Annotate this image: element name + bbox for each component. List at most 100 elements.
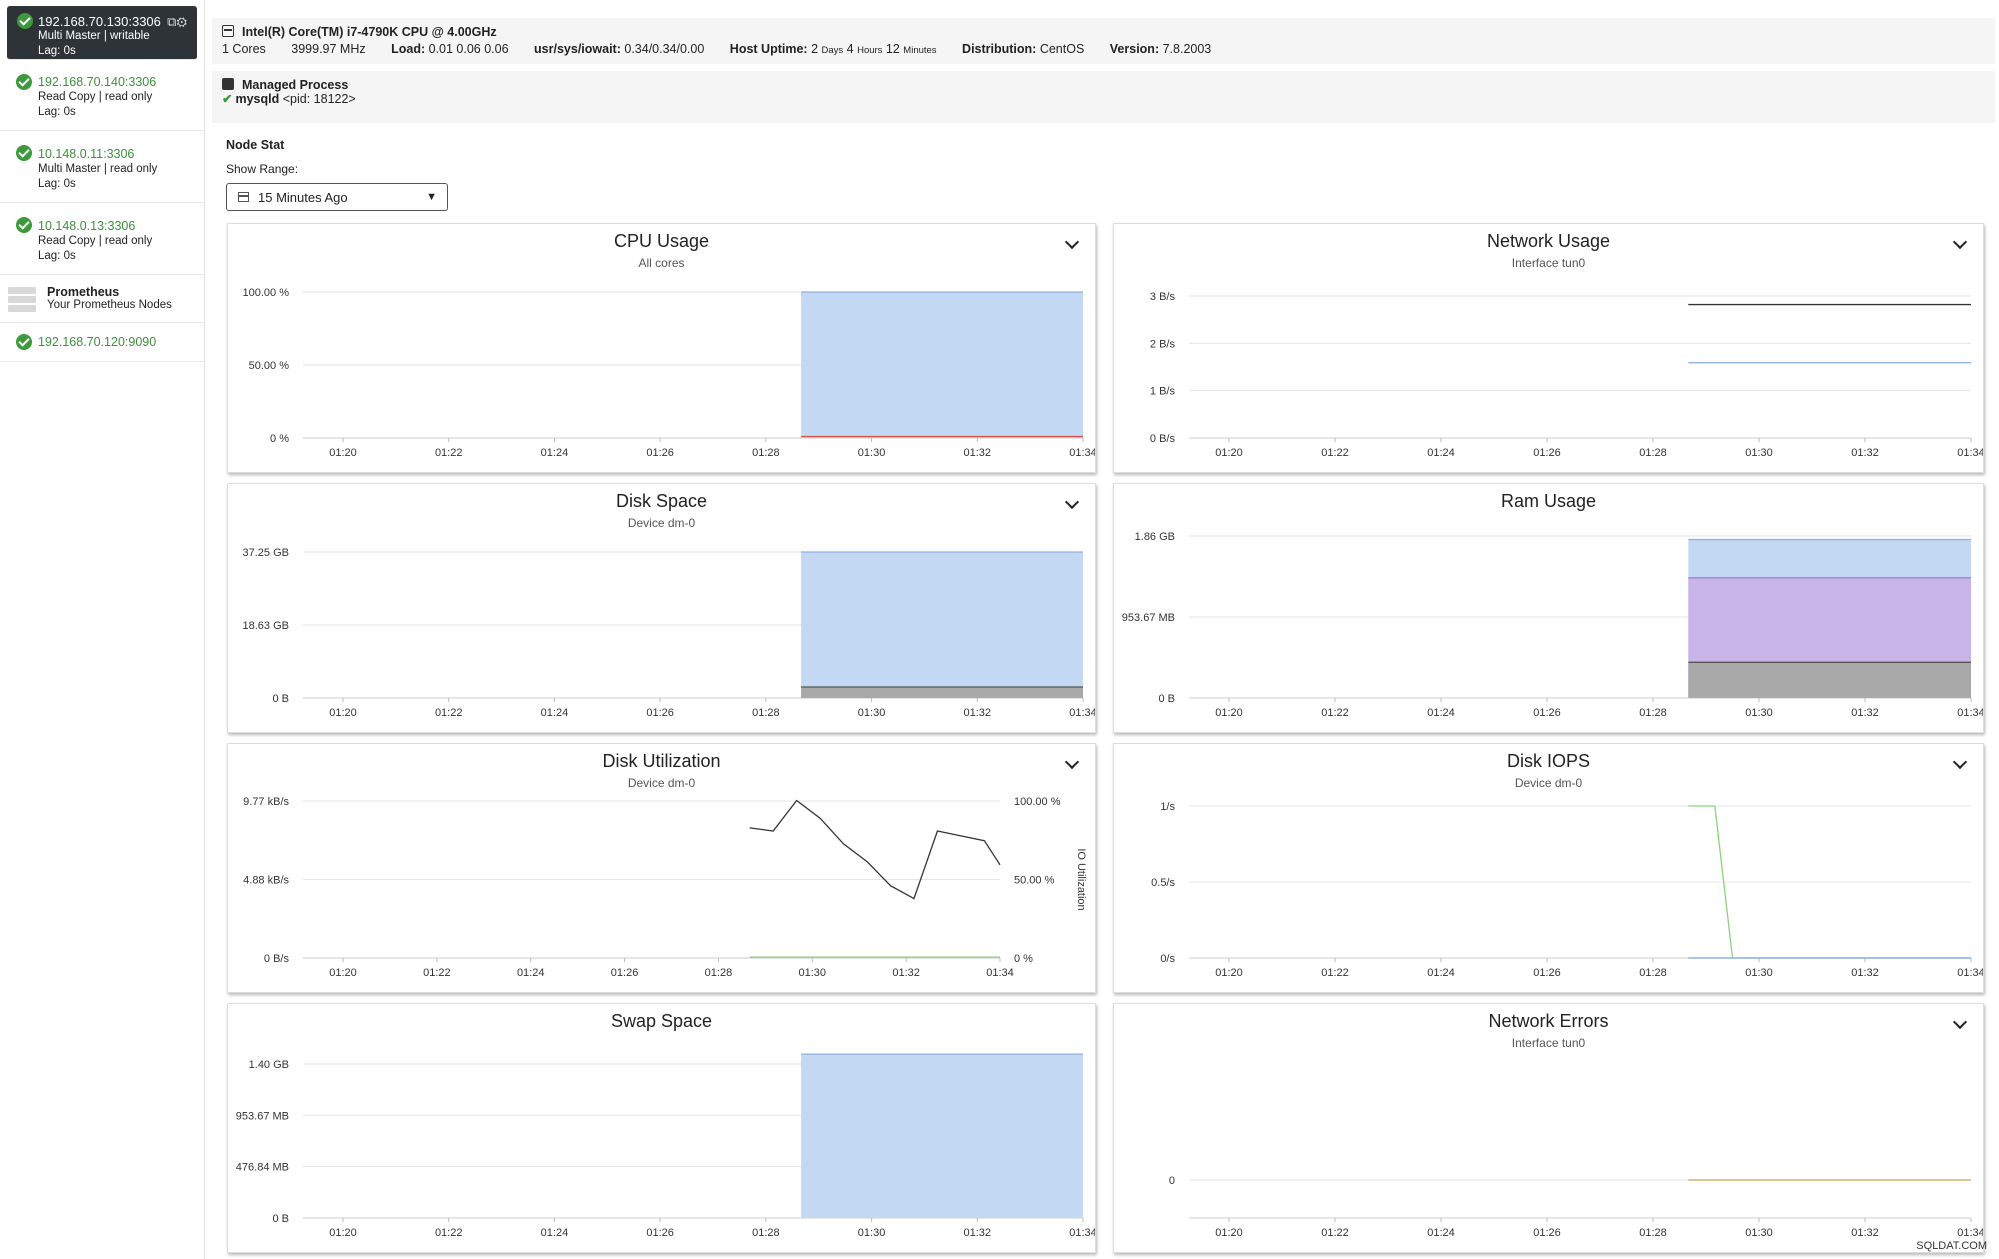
ram-usage-chart: 1.86 GB 953.67 MB 0 B 01:20 01:22 01:24 01:26 0… — [1122, 531, 1983, 719]
copy-icon[interactable]: ⧉ — [167, 14, 177, 29]
panel-subtitle: All cores — [638, 256, 685, 270]
y-tick-label: 0/s — [1160, 953, 1175, 965]
panel-subtitle: Device dm-0 — [627, 516, 696, 530]
check-icon: ✔ — [222, 92, 233, 106]
x-tick-label: 01:26 — [1533, 707, 1561, 719]
x-tick-label: 01:22 — [435, 1227, 463, 1239]
ram-usage-panel: Ram Usage 1.86 GB 953.67 MB 0 B 01:20 01:22 0… — [1113, 483, 1984, 733]
panel-title: CPU Usage — [613, 231, 710, 251]
x-tick-label: 01:30 — [858, 707, 886, 719]
x-tick-label: 01:20 — [1215, 707, 1243, 719]
x-tick-label: 01:28 — [1639, 967, 1667, 979]
panel-subtitle: Device dm-0 — [627, 776, 696, 790]
x-tick-label: 01:32 — [1851, 447, 1879, 459]
node-lag: Lag: 0s — [38, 178, 76, 190]
x-tick-label: 01:26 — [646, 707, 674, 719]
y-tick-label: 0 % — [270, 433, 289, 445]
x-tick-label: 01:32 — [1851, 1227, 1879, 1239]
x-tick-label: 01:20 — [329, 447, 357, 459]
x-tick-label: 01:20 — [329, 707, 357, 719]
y-tick-label: 2 B/s — [1150, 338, 1176, 350]
y-tick-label: 0 B — [272, 693, 289, 705]
panel-subtitle: Device dm-0 — [1514, 776, 1583, 790]
x-tick-label: 01:22 — [435, 447, 463, 459]
node-address: 192.168.70.130:3306 — [38, 14, 161, 29]
settings-icon[interactable]: ⚙ — [176, 14, 187, 29]
x-tick-label: 01:22 — [435, 707, 463, 719]
node-address: 10.148.0.13:3306 — [38, 219, 136, 233]
iowait: usr/sys/iowait: 0.34/0.34/0.00 — [534, 42, 705, 56]
y-tick-label: 1/s — [1160, 801, 1175, 813]
prometheus-title: Prometheus — [47, 285, 120, 299]
disk-space-chart: 37.25 GB 18.63 GB 0 B 01:20 01:22 01:24 01:26 0… — [243, 547, 1095, 719]
prometheus-header[interactable]: Prometheus Your Prometheus Nodes — [0, 275, 204, 323]
node-lag: Lag: 0s — [38, 45, 76, 57]
x-tick-label: 01:34 — [1957, 707, 1983, 719]
x-tick-label: 01:28 — [1639, 707, 1667, 719]
network-usage-panel: Network Usage Interface tun0 3 B/s 2 B/s 1… — [1113, 223, 1984, 473]
disk-utilization-chart: 9.77 kB/s 4.88 kB/s 0 B/s 100.00 % 50.00 % 0 … — [243, 796, 1087, 979]
check-icon — [16, 145, 32, 161]
y-tick-label: 100.00 % — [243, 287, 290, 299]
x-tick-label: 01:28 — [705, 967, 733, 979]
node-stat-title: Node Stat — [226, 138, 285, 152]
version: Version: 7.8.2003 — [1109, 42, 1212, 56]
y-tick-label: 476.84 MB — [236, 1162, 289, 1174]
area-series — [801, 1054, 1083, 1218]
x-tick-label: 01:32 — [1851, 707, 1879, 719]
check-icon — [16, 334, 32, 350]
node-active[interactable]: 192.168.70.130:3306 Multi Master | writa… — [7, 6, 197, 60]
x-tick-label: 01:30 — [858, 1227, 886, 1239]
x-tick-label: 01:30 — [799, 967, 827, 979]
node-item[interactable]: 10.148.0.11:3306 Multi Master | read onl… — [0, 131, 204, 203]
prometheus-subtitle: Your Prometheus Nodes — [47, 299, 172, 311]
y-tick-label: 0 B — [272, 1213, 289, 1225]
x-tick-label: 01:24 — [1427, 967, 1455, 979]
y2-tick-label: 100.00 % — [1014, 796, 1061, 808]
cpu-usage-panel: CPU Usage All cores 100.00 % 50.00 % 0 % 01… — [227, 223, 1096, 473]
network-errors-chart: 0 01:20 01:22 01:24 01:26 01:28 01:30 01:32 01:3… — [1169, 1175, 1983, 1239]
y-tick-label: 50.00 % — [249, 360, 290, 372]
x-tick-label: 01:30 — [1745, 967, 1773, 979]
panel-subtitle: Interface tun0 — [1511, 1036, 1586, 1050]
managed-process-title: Managed Process — [222, 78, 348, 92]
x-tick-label: 01:26 — [1533, 967, 1561, 979]
process-icon — [222, 78, 234, 90]
range-select[interactable]: 15 Minutes Ago ▼ — [226, 183, 448, 211]
node-item[interactable]: 192.168.70.140:3306 Read Copy | read onl… — [0, 60, 204, 131]
panel-subtitle: Interface tun0 — [1511, 256, 1586, 270]
show-range-label: Show Range: — [226, 162, 299, 176]
x-tick-label: 01:32 — [964, 707, 992, 719]
y2-axis-label: IO Utilization — [1075, 848, 1087, 910]
y2-tick-label: 50.00 % — [1014, 875, 1055, 887]
y-tick-label: 0.5/s — [1151, 877, 1175, 889]
process-item: ✔ mysqld <pid: 18122> — [222, 92, 356, 106]
check-icon — [17, 13, 33, 29]
node-tools: ⧉⚙ — [167, 14, 187, 29]
node-lag: Lag: 0s — [38, 106, 76, 118]
x-tick-label: 01:32 — [964, 1227, 992, 1239]
x-tick-label: 01:24 — [541, 707, 569, 719]
check-icon — [16, 74, 32, 90]
area-series — [801, 552, 1083, 698]
y-tick-label: 1.86 GB — [1135, 531, 1175, 543]
prometheus-node[interactable]: 192.168.70.120:9090 — [0, 323, 204, 362]
y-tick-label: 0 B/s — [264, 953, 290, 965]
y-tick-label: 4.88 kB/s — [243, 875, 289, 887]
y-tick-label: 9.77 kB/s — [243, 796, 289, 808]
node-item[interactable]: 10.148.0.13:3306 Read Copy | read only L… — [0, 203, 204, 275]
area-series — [1688, 662, 1971, 698]
y-tick-label: 18.63 GB — [243, 620, 289, 632]
x-tick-label: 01:20 — [1215, 1227, 1243, 1239]
swap-space-panel: Swap Space 1.40 GB 953.67 MB 476.84 MB 0 B 0… — [227, 1003, 1096, 1253]
y-tick-label: 1 B/s — [1150, 386, 1176, 398]
watermark: SQLDAT.COM — [1916, 1240, 1987, 1252]
cpu-model: Intel(R) Core(TM) i7-4790K CPU @ 4.00GHz — [222, 25, 497, 39]
swap-space-chart: 1.40 GB 953.67 MB 476.84 MB 0 B 01:20 01:22 01… — [236, 1053, 1095, 1239]
uptime: Host Uptime: 2 Days 4 Hours 12 Minutes — [729, 42, 937, 56]
x-tick-label: 01:26 — [646, 447, 674, 459]
node-role: Multi Master | read only — [38, 163, 158, 175]
y-tick-label: 3 B/s — [1150, 291, 1176, 303]
x-tick-label: 01:22 — [1321, 707, 1349, 719]
panel-title: Disk IOPS — [1506, 751, 1590, 771]
